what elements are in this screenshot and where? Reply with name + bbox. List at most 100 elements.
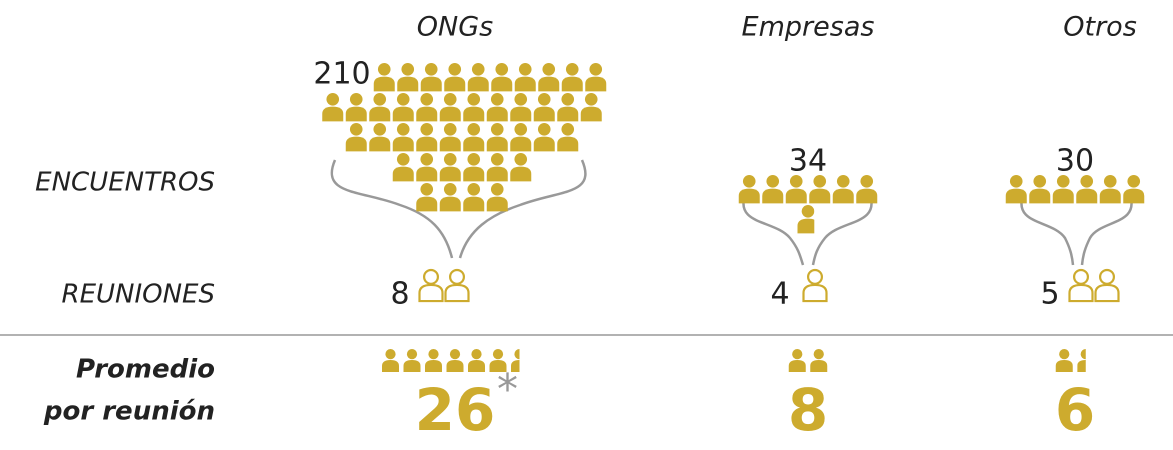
person-icon [425,349,442,372]
head [792,349,803,360]
person-icon [802,268,828,303]
body [369,136,391,152]
body [382,360,399,372]
head [537,93,551,106]
head [443,93,457,106]
head [1056,175,1070,188]
person-icon [392,153,414,182]
person-icon [392,123,414,152]
head [467,153,481,166]
body [463,166,485,182]
person-icon [510,153,532,182]
encuentros-icons [738,175,878,234]
head [396,93,410,106]
body [397,76,419,92]
body [1029,188,1051,204]
person-icon [538,63,560,92]
person-icon [463,183,485,212]
body [439,166,461,182]
body [738,188,760,204]
row-label: ENCUENTROS [35,168,215,198]
head [420,183,434,196]
head [561,123,575,136]
body [510,136,532,152]
person-icon [511,349,520,372]
person-icon [1052,175,1074,204]
body [510,166,532,182]
head [349,93,363,106]
head [420,123,434,136]
head [813,349,824,360]
person-icon [418,268,444,303]
person-icon [1077,349,1086,372]
body [491,76,513,92]
body [1005,188,1027,204]
body [1076,188,1098,204]
person-icon [785,175,807,204]
head [542,63,556,76]
head [420,153,434,166]
person-icon [1094,268,1120,303]
head [373,123,387,136]
person-icon [738,175,760,204]
head [495,63,509,76]
body [533,106,555,122]
person-icon [486,183,508,212]
head [424,63,438,76]
person-icon [345,123,367,152]
body [392,136,414,152]
encuentros-icons [322,63,607,212]
body [392,166,414,182]
brace [811,194,873,266]
person-icon [403,349,421,372]
body [1068,283,1094,303]
body [439,196,461,212]
body [1055,360,1073,372]
reuniones-value: 5 [1040,277,1059,312]
person-icon [322,93,344,122]
head [514,93,528,106]
body [514,76,536,92]
body [444,76,466,92]
column-header: Empresas [742,12,875,43]
body [416,136,438,152]
head [443,123,457,136]
person-icon [489,349,507,372]
head [406,349,418,360]
body [785,188,807,204]
person-icon [832,175,854,204]
head [514,123,528,136]
head [449,268,466,285]
person-icon [557,93,579,122]
body [439,136,461,152]
body [809,188,831,204]
head [396,153,410,166]
person-icon [1099,175,1121,204]
body [486,166,508,182]
body [585,76,607,92]
encuentros-value: 210 [313,57,370,92]
body [486,136,508,152]
brace [458,159,587,259]
body [1094,283,1120,303]
person-icon [510,93,532,122]
head [490,153,504,166]
person-icon [373,63,395,92]
person-icon [463,93,485,122]
body [762,188,784,204]
person-icon [810,349,828,372]
head [514,349,520,360]
reuniones-icons [418,268,470,303]
body [788,360,806,372]
head [860,175,874,188]
head [377,63,391,76]
body [802,283,828,303]
promedio-value: 8 [788,376,828,444]
head [492,349,504,360]
person-icon [580,93,602,122]
person-icon [486,93,508,122]
body [403,360,421,372]
head [449,349,461,360]
person-icon [486,153,508,182]
head [813,175,827,188]
